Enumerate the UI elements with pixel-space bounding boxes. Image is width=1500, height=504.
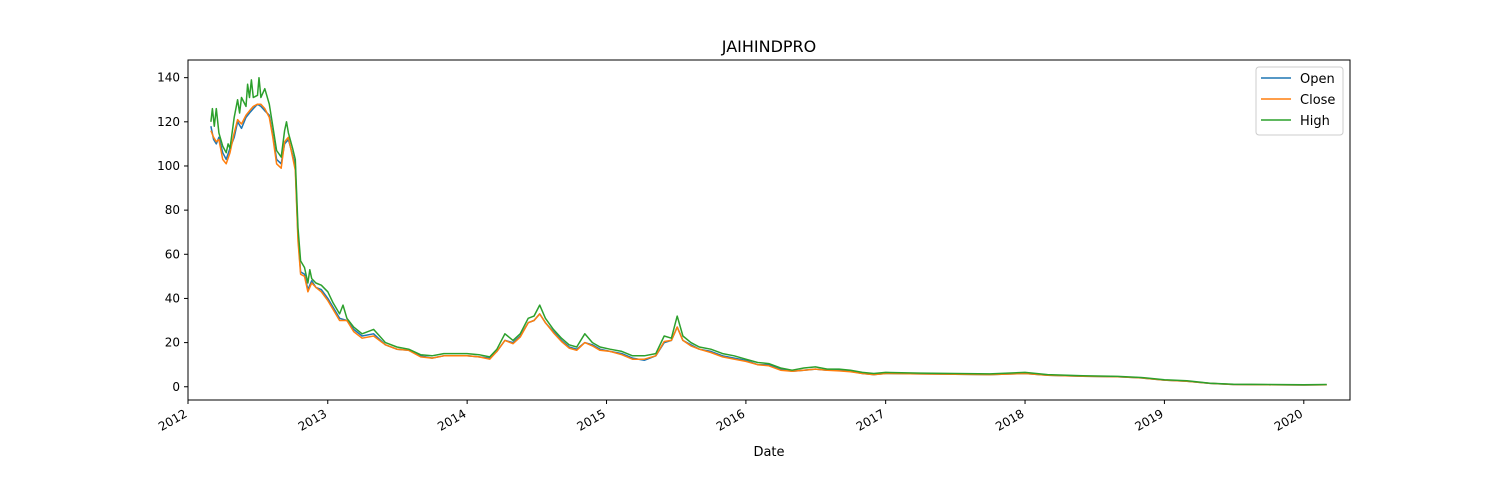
legend: Open Close High	[1255, 66, 1344, 136]
legend-label-close: Close	[1300, 93, 1335, 108]
legend-box	[1255, 66, 1344, 136]
x-tick-label: 2018	[993, 406, 1026, 433]
series-line-high	[210, 76, 1327, 386]
chart-title: JAIHINDPRO	[721, 37, 817, 56]
y-tick-label: 120	[157, 115, 180, 129]
y-tick-label: 0	[172, 380, 180, 394]
y-tick-label: 40	[165, 291, 180, 305]
y-tick-label: 20	[165, 336, 180, 350]
x-tick-label: 2019	[1132, 406, 1165, 433]
plot-frame	[187, 59, 1351, 401]
y-tick-label: 60	[165, 247, 180, 261]
x-tick-label: 2020	[1272, 406, 1305, 433]
x-tick-label: 2015	[575, 406, 608, 433]
x-axis-ticks: 2012 2013 2014 2015 2016 2017 2018 2019 2020	[156, 400, 1305, 434]
series-line-close	[210, 103, 1327, 386]
x-axis-label: Date	[753, 445, 784, 460]
legend-label-open: Open	[1300, 72, 1335, 87]
x-tick-label: 2012	[156, 406, 189, 433]
y-axis-ticks: 0 20 40 60 80 100 120 140	[157, 71, 188, 394]
y-tick-label: 100	[157, 159, 180, 173]
x-tick-label: 2014	[435, 406, 468, 433]
x-tick-label: 2013	[296, 406, 329, 433]
series-line-open	[210, 103, 1327, 386]
y-tick-label: 140	[157, 71, 180, 85]
legend-label-high: High	[1300, 114, 1330, 129]
y-tick-label: 80	[165, 203, 180, 217]
x-tick-label: 2016	[714, 406, 747, 433]
plot-layer	[210, 76, 1327, 386]
x-tick-label: 2017	[854, 406, 887, 433]
